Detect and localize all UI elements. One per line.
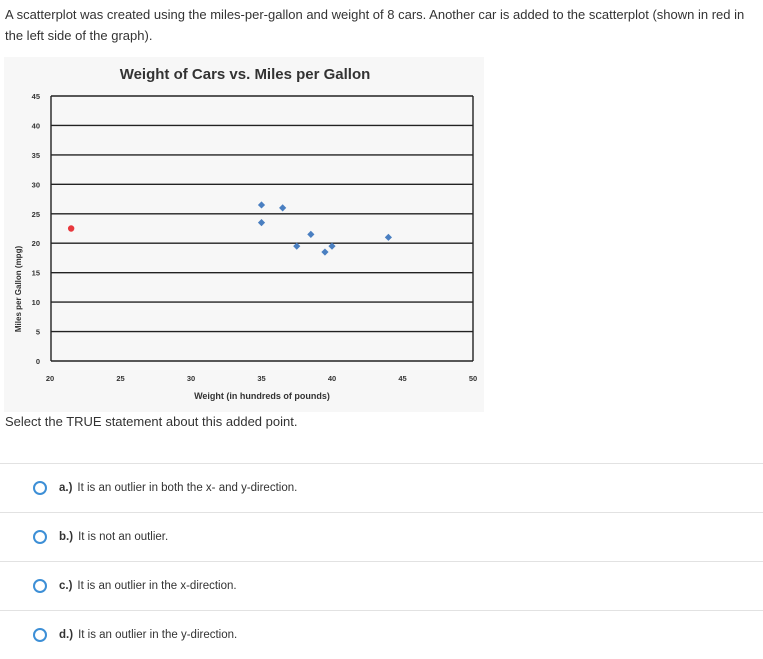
answer-options: a.) It is an outlier in both the x- and …: [0, 463, 763, 659]
radio-icon[interactable]: [33, 628, 47, 642]
x-tick-label: 20: [46, 374, 54, 383]
y-tick-label: 35: [32, 151, 40, 160]
option-letter: a.): [59, 482, 73, 494]
chart-title: Weight of Cars vs. Miles per Gallon: [120, 66, 371, 83]
option-text: It is an outlier in both the x- and y-di…: [77, 482, 298, 494]
grid-lines: [50, 95, 474, 362]
data-point: [307, 230, 315, 238]
option-a[interactable]: a.) It is an outlier in both the x- and …: [0, 463, 763, 512]
x-tick-labels: 20 25 30 35 40 45 50: [46, 374, 477, 383]
x-tick-label: 35: [257, 374, 265, 383]
data-point: [328, 242, 336, 250]
x-tick-label: 25: [116, 374, 124, 383]
x-tick-label: 45: [398, 374, 406, 383]
data-point: [257, 201, 266, 209]
data-point: [257, 219, 266, 227]
x-tick-label: 50: [469, 374, 477, 383]
chart-svg: Weight of Cars vs. Miles per Gallon 0 5 10…: [14, 66, 477, 401]
prompt-text: Select the TRUE statement about this add…: [5, 414, 298, 429]
y-tick-label: 30: [32, 180, 40, 189]
data-point: [293, 242, 301, 250]
option-text: It is an outlier in the x-direction.: [77, 580, 237, 592]
y-tick-label: 45: [32, 92, 40, 101]
option-letter: d.): [59, 629, 74, 641]
x-tick-label: 40: [328, 374, 336, 383]
y-tick-label: 20: [32, 239, 40, 248]
data-points: [67, 201, 392, 256]
radio-icon[interactable]: [33, 579, 47, 593]
y-tick-label: 15: [32, 269, 40, 278]
y-tick-labels: 0 5 10 15 20 25 30 35 40 45: [32, 92, 40, 366]
option-text: It is not an outlier.: [78, 531, 169, 543]
option-letter: b.): [59, 531, 74, 543]
y-axis-label: Miles per Gallon (mpg): [14, 246, 23, 333]
radio-icon[interactable]: [33, 481, 47, 495]
option-b[interactable]: b.) It is not an outlier.: [0, 512, 763, 561]
y-tick-label: 25: [32, 210, 40, 219]
option-c[interactable]: c.) It is an outlier in the x-direction.: [0, 561, 763, 610]
x-axis-label: Weight (in hundreds of pounds): [194, 391, 330, 401]
option-d[interactable]: d.) It is an outlier in the y-direction.: [0, 610, 763, 659]
data-point: [279, 204, 287, 212]
option-letter: c.): [59, 580, 73, 592]
y-tick-label: 0: [36, 357, 40, 366]
radio-icon[interactable]: [33, 530, 47, 544]
x-tick-label: 30: [187, 374, 195, 383]
y-tick-label: 5: [36, 328, 40, 337]
y-tick-label: 40: [32, 121, 40, 130]
y-tick-label: 10: [32, 298, 40, 307]
added-data-point: [67, 225, 75, 232]
scatter-chart: Weight of Cars vs. Miles per Gallon 0 5 10…: [4, 57, 484, 412]
option-text: It is an outlier in the y-direction.: [78, 629, 238, 641]
data-point: [321, 248, 329, 256]
question-text: A scatterplot was created using the mile…: [5, 7, 745, 43]
data-point: [384, 233, 392, 241]
